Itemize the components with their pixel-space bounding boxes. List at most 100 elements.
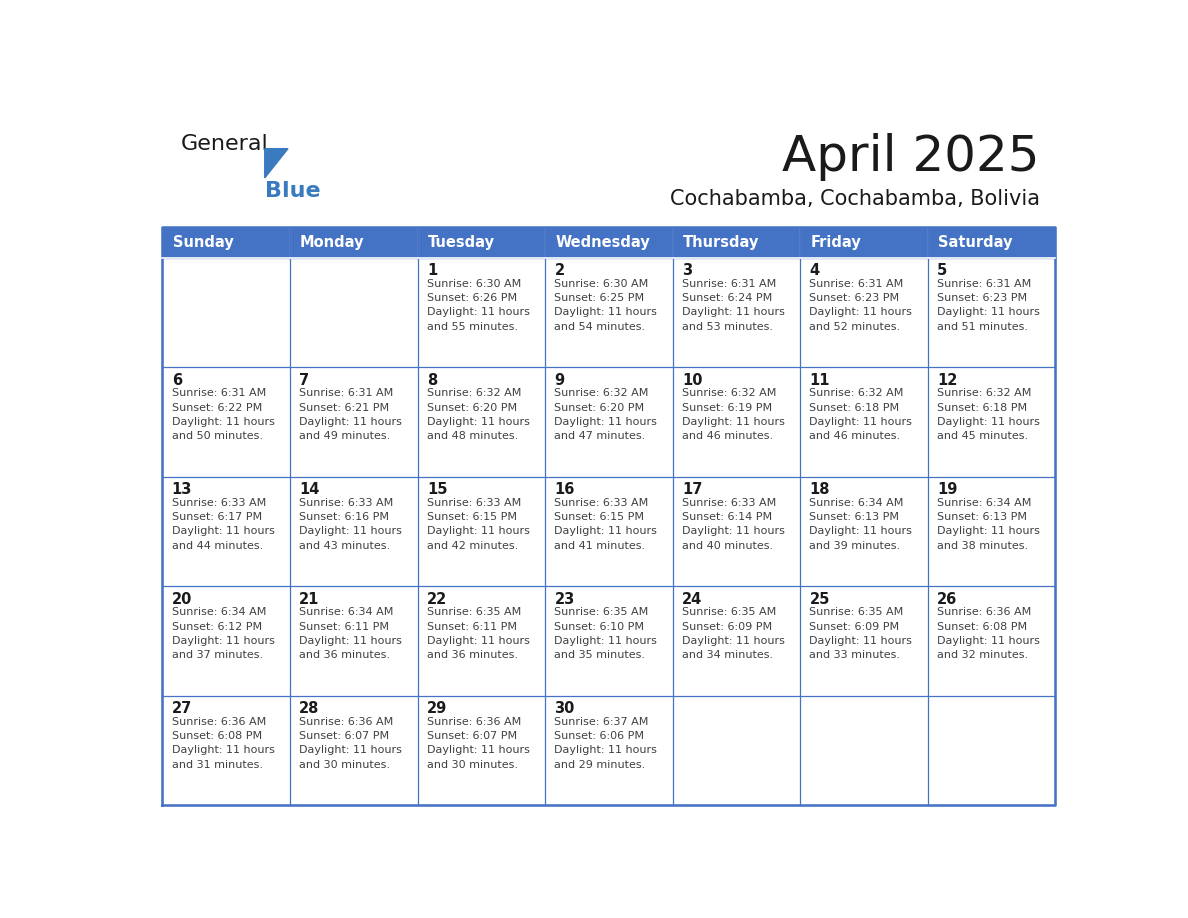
Text: Daylight: 11 hours: Daylight: 11 hours xyxy=(426,308,530,318)
Text: Sunrise: 6:31 AM: Sunrise: 6:31 AM xyxy=(172,388,266,398)
Text: Sunrise: 6:34 AM: Sunrise: 6:34 AM xyxy=(172,608,266,617)
Bar xyxy=(672,227,801,258)
Text: Sunrise: 6:35 AM: Sunrise: 6:35 AM xyxy=(426,608,522,617)
Text: Sunset: 6:09 PM: Sunset: 6:09 PM xyxy=(682,621,772,632)
Text: and 51 minutes.: and 51 minutes. xyxy=(937,321,1028,331)
Text: and 31 minutes.: and 31 minutes. xyxy=(172,759,263,769)
Text: Daylight: 11 hours: Daylight: 11 hours xyxy=(426,526,530,536)
Text: Sunrise: 6:35 AM: Sunrise: 6:35 AM xyxy=(682,608,776,617)
Bar xyxy=(928,587,1055,696)
Text: Sunset: 6:08 PM: Sunset: 6:08 PM xyxy=(937,621,1028,632)
Text: Daylight: 11 hours: Daylight: 11 hours xyxy=(426,417,530,427)
Text: Sunset: 6:19 PM: Sunset: 6:19 PM xyxy=(682,402,772,412)
Bar xyxy=(545,696,672,805)
Text: Friday: Friday xyxy=(810,235,861,250)
Text: Thursday: Thursday xyxy=(683,235,759,250)
Text: and 32 minutes.: and 32 minutes. xyxy=(937,650,1028,660)
Bar xyxy=(417,227,545,258)
Text: Daylight: 11 hours: Daylight: 11 hours xyxy=(555,636,657,645)
Text: and 35 minutes.: and 35 minutes. xyxy=(555,650,645,660)
Bar xyxy=(290,367,417,477)
Bar xyxy=(545,367,672,477)
Text: Sunset: 6:07 PM: Sunset: 6:07 PM xyxy=(299,731,390,741)
Text: and 52 minutes.: and 52 minutes. xyxy=(809,321,901,331)
Text: Daylight: 11 hours: Daylight: 11 hours xyxy=(682,526,785,536)
Bar xyxy=(672,587,801,696)
Text: Daylight: 11 hours: Daylight: 11 hours xyxy=(555,417,657,427)
Text: Sunset: 6:20 PM: Sunset: 6:20 PM xyxy=(555,402,645,412)
Text: Sunrise: 6:31 AM: Sunrise: 6:31 AM xyxy=(299,388,393,398)
Text: 13: 13 xyxy=(172,482,192,498)
Text: Sunrise: 6:34 AM: Sunrise: 6:34 AM xyxy=(299,608,393,617)
Text: Sunset: 6:21 PM: Sunset: 6:21 PM xyxy=(299,402,390,412)
Text: Sunrise: 6:36 AM: Sunrise: 6:36 AM xyxy=(937,608,1031,617)
Bar xyxy=(545,227,672,258)
Text: Sunrise: 6:32 AM: Sunrise: 6:32 AM xyxy=(937,388,1031,398)
Text: and 38 minutes.: and 38 minutes. xyxy=(937,541,1028,551)
Text: and 30 minutes.: and 30 minutes. xyxy=(299,759,391,769)
Text: 21: 21 xyxy=(299,592,320,607)
Text: General: General xyxy=(181,134,268,154)
Text: 26: 26 xyxy=(937,592,958,607)
Text: Sunrise: 6:33 AM: Sunrise: 6:33 AM xyxy=(682,498,776,508)
Text: 23: 23 xyxy=(555,592,575,607)
Text: Daylight: 11 hours: Daylight: 11 hours xyxy=(682,308,785,318)
Text: Daylight: 11 hours: Daylight: 11 hours xyxy=(937,526,1040,536)
Text: and 48 minutes.: and 48 minutes. xyxy=(426,431,518,441)
Text: Daylight: 11 hours: Daylight: 11 hours xyxy=(937,417,1040,427)
Bar xyxy=(545,587,672,696)
Bar xyxy=(163,696,290,805)
Text: Daylight: 11 hours: Daylight: 11 hours xyxy=(172,636,274,645)
Text: and 43 minutes.: and 43 minutes. xyxy=(299,541,391,551)
Text: Daylight: 11 hours: Daylight: 11 hours xyxy=(682,417,785,427)
Text: 3: 3 xyxy=(682,263,693,278)
Text: 25: 25 xyxy=(809,592,830,607)
Text: Sunrise: 6:30 AM: Sunrise: 6:30 AM xyxy=(555,279,649,289)
Text: Sunset: 6:23 PM: Sunset: 6:23 PM xyxy=(937,293,1028,303)
Text: 28: 28 xyxy=(299,701,320,716)
Text: Daylight: 11 hours: Daylight: 11 hours xyxy=(555,526,657,536)
Bar xyxy=(672,258,801,367)
Text: Sunset: 6:25 PM: Sunset: 6:25 PM xyxy=(555,293,645,303)
Text: and 45 minutes.: and 45 minutes. xyxy=(937,431,1028,441)
Text: Sunrise: 6:32 AM: Sunrise: 6:32 AM xyxy=(555,388,649,398)
Text: Cochabamba, Cochabamba, Bolivia: Cochabamba, Cochabamba, Bolivia xyxy=(670,189,1040,208)
Bar xyxy=(163,587,290,696)
Text: Sunrise: 6:31 AM: Sunrise: 6:31 AM xyxy=(809,279,904,289)
Text: 12: 12 xyxy=(937,373,958,388)
Text: Sunrise: 6:33 AM: Sunrise: 6:33 AM xyxy=(172,498,266,508)
Bar xyxy=(928,227,1055,258)
Text: Sunset: 6:11 PM: Sunset: 6:11 PM xyxy=(426,621,517,632)
Text: Sunset: 6:09 PM: Sunset: 6:09 PM xyxy=(809,621,899,632)
Text: 30: 30 xyxy=(555,701,575,716)
Bar xyxy=(801,227,928,258)
Text: and 47 minutes.: and 47 minutes. xyxy=(555,431,645,441)
Text: 10: 10 xyxy=(682,373,702,388)
Text: 8: 8 xyxy=(426,373,437,388)
Bar xyxy=(545,258,672,367)
Text: and 49 minutes.: and 49 minutes. xyxy=(299,431,391,441)
Bar xyxy=(801,477,928,587)
Text: Saturday: Saturday xyxy=(937,235,1012,250)
Text: Sunset: 6:23 PM: Sunset: 6:23 PM xyxy=(809,293,899,303)
Text: Sunrise: 6:35 AM: Sunrise: 6:35 AM xyxy=(555,608,649,617)
Text: 18: 18 xyxy=(809,482,830,498)
Text: Sunset: 6:15 PM: Sunset: 6:15 PM xyxy=(555,512,644,522)
Bar xyxy=(163,367,290,477)
Text: and 36 minutes.: and 36 minutes. xyxy=(299,650,391,660)
Text: and 53 minutes.: and 53 minutes. xyxy=(682,321,773,331)
Text: and 29 minutes.: and 29 minutes. xyxy=(555,759,645,769)
Text: Monday: Monday xyxy=(301,235,365,250)
Text: Sunset: 6:24 PM: Sunset: 6:24 PM xyxy=(682,293,772,303)
Text: Sunset: 6:06 PM: Sunset: 6:06 PM xyxy=(555,731,644,741)
Text: 6: 6 xyxy=(172,373,182,388)
Bar xyxy=(928,696,1055,805)
Text: Sunset: 6:11 PM: Sunset: 6:11 PM xyxy=(299,621,390,632)
Bar xyxy=(801,696,928,805)
Text: Daylight: 11 hours: Daylight: 11 hours xyxy=(555,308,657,318)
Bar xyxy=(290,477,417,587)
Text: and 54 minutes.: and 54 minutes. xyxy=(555,321,645,331)
Text: Daylight: 11 hours: Daylight: 11 hours xyxy=(172,745,274,756)
Text: and 33 minutes.: and 33 minutes. xyxy=(809,650,901,660)
Text: 15: 15 xyxy=(426,482,448,498)
